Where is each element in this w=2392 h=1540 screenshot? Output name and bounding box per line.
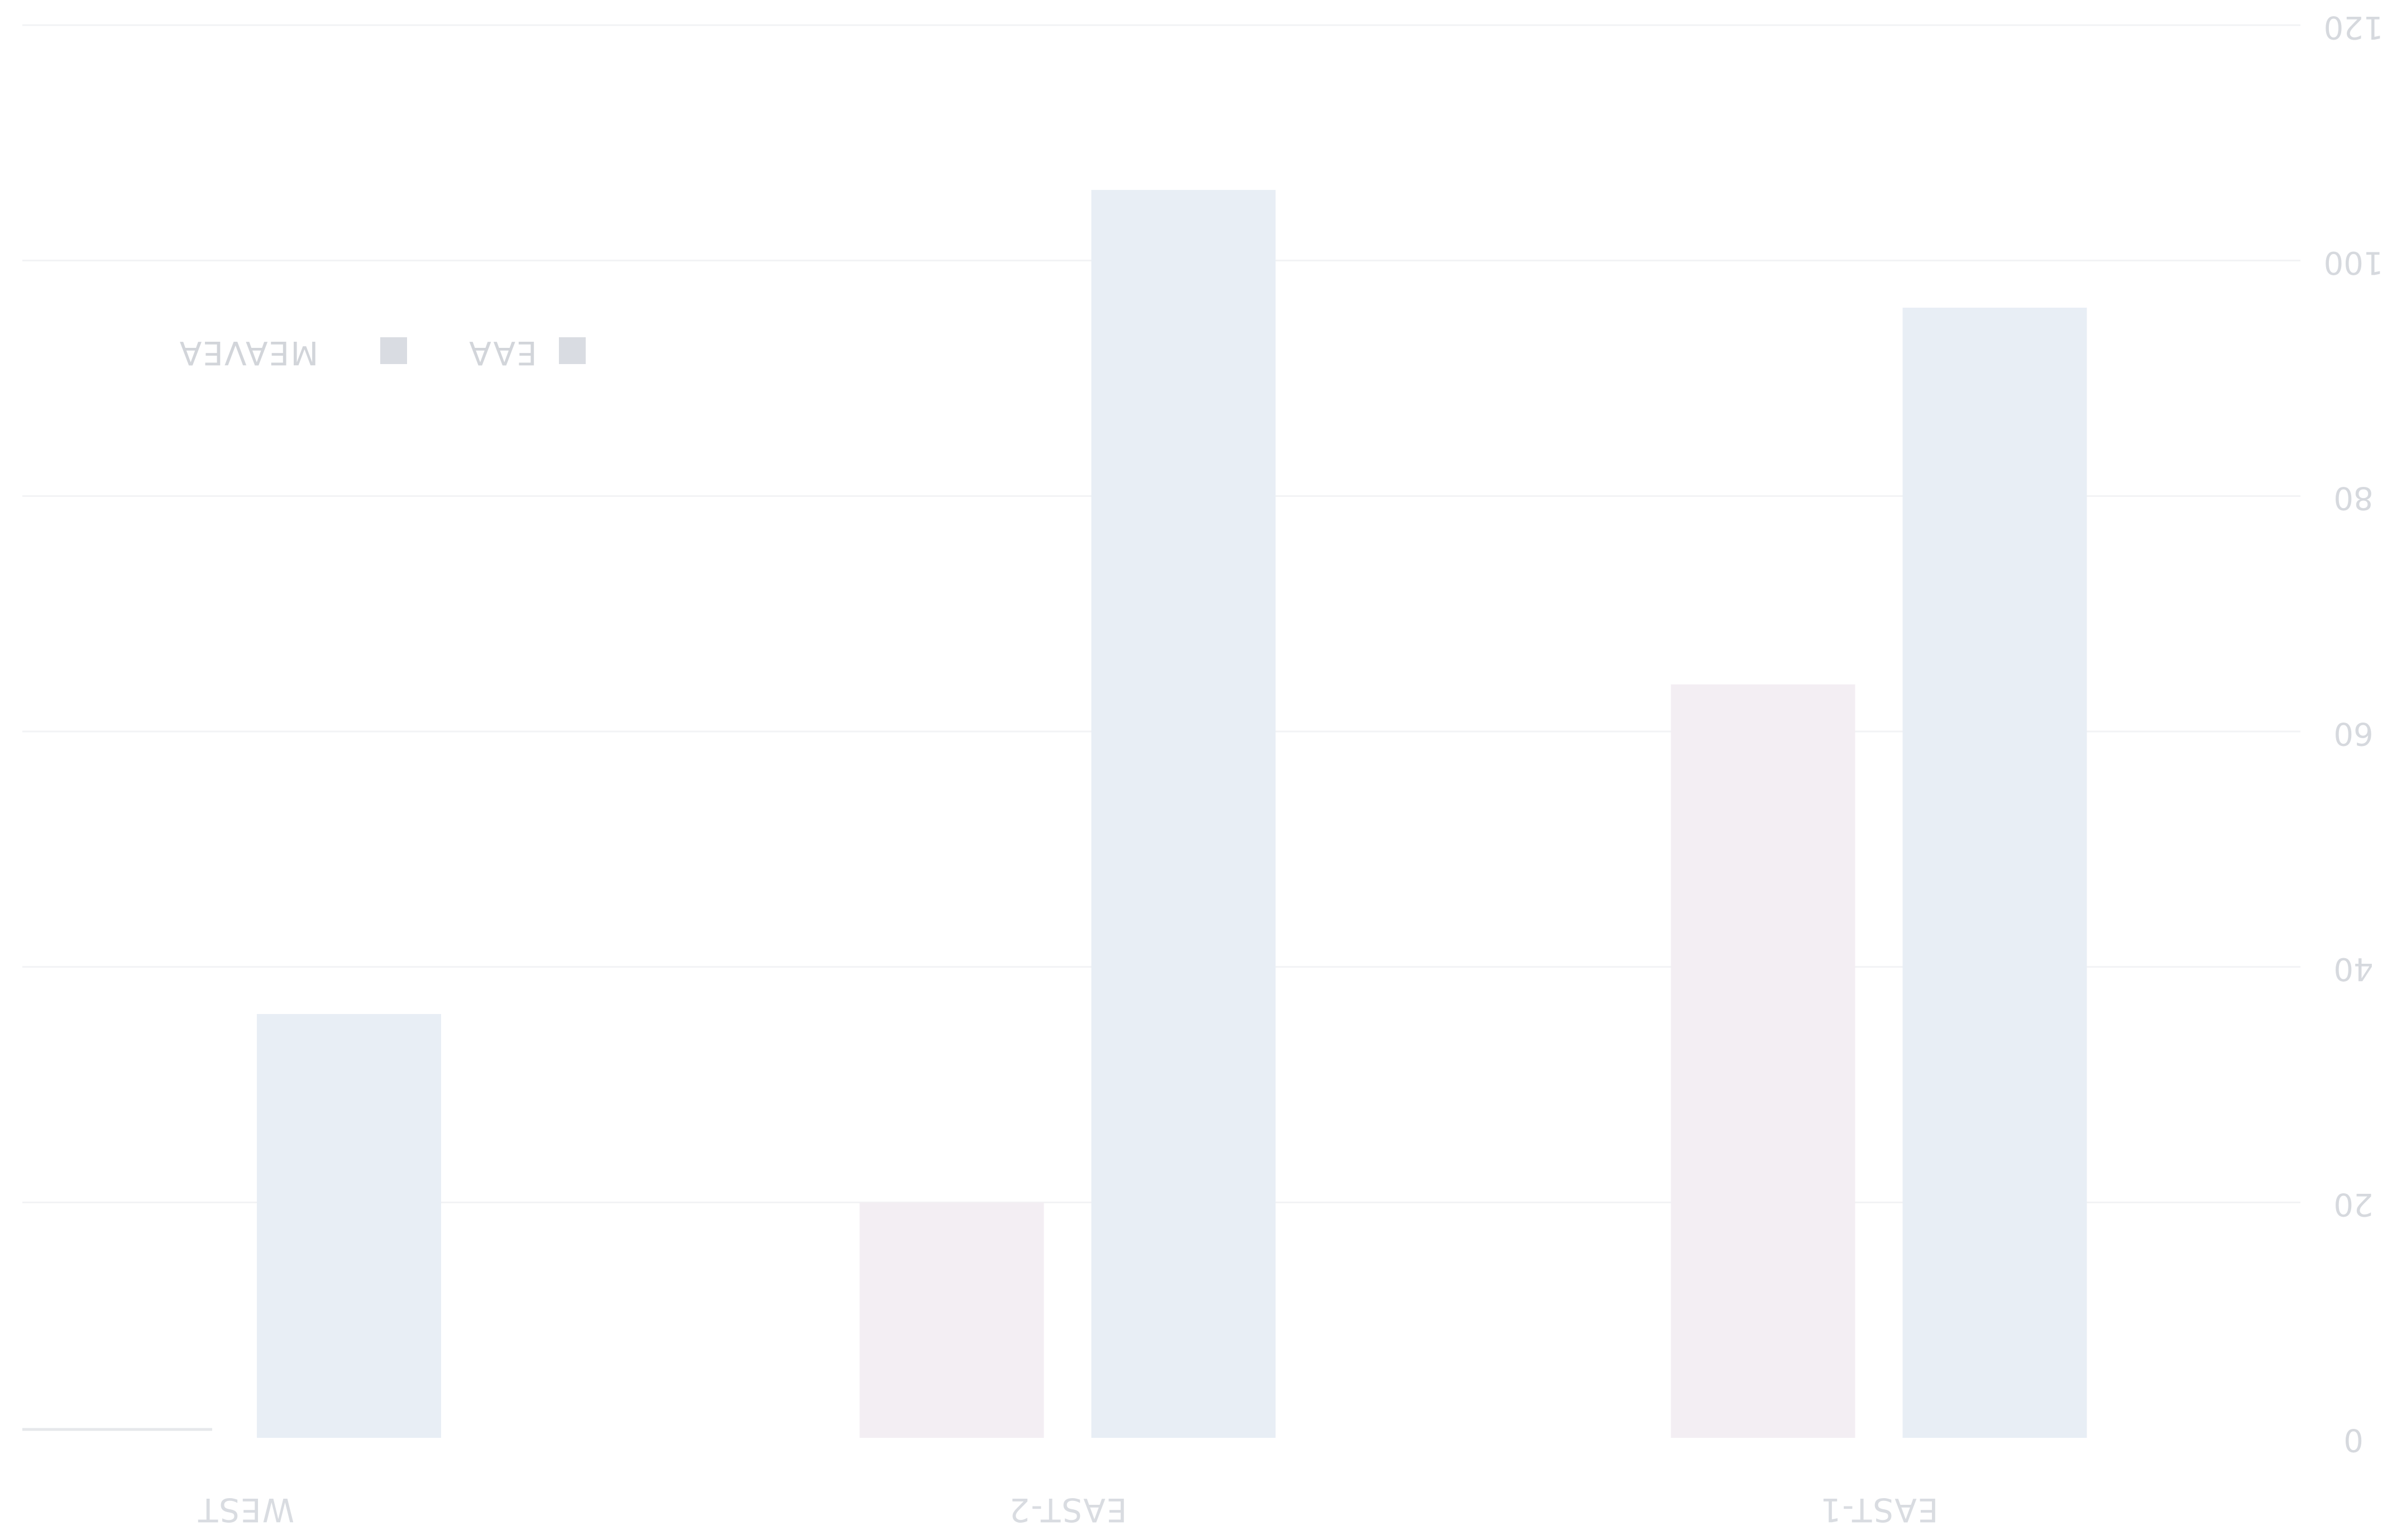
legend-label-eaa: EAA bbox=[468, 334, 537, 372]
legend-swatch-meavea bbox=[380, 337, 407, 364]
y-tick-label: 100 bbox=[2324, 245, 2384, 281]
bars bbox=[257, 190, 2087, 1438]
legend-label-meavea: MEAVEA bbox=[179, 334, 319, 372]
y-tick-label: 80 bbox=[2333, 480, 2373, 516]
y-tick-label: 120 bbox=[2324, 9, 2384, 45]
y-tick-label: 20 bbox=[2333, 1186, 2373, 1222]
bar-eaa-east-2 bbox=[859, 1202, 1044, 1438]
bar-meavea-west bbox=[257, 1014, 441, 1438]
y-tick-label: 40 bbox=[2333, 951, 2373, 987]
x-tick-label: EAST-2 bbox=[1008, 1491, 1127, 1529]
y-tick-label: 60 bbox=[2333, 715, 2373, 752]
y-tick-label: 0 bbox=[2343, 1422, 2364, 1458]
y-axis: 0 20 40 60 80 100 120 bbox=[2324, 9, 2384, 1458]
bar-eaa-east-1 bbox=[1671, 684, 1855, 1438]
x-axis: EAST-1 EAST-2 WEST bbox=[197, 1491, 1939, 1529]
x-tick-label: WEST bbox=[197, 1491, 294, 1529]
legend: EAA MEAVEA bbox=[179, 334, 586, 372]
legend-swatch-eaa bbox=[559, 337, 586, 364]
x-tick-label: EAST-1 bbox=[1819, 1491, 1938, 1529]
bar-meavea-east-2 bbox=[1091, 190, 1276, 1438]
bar-meavea-east-1 bbox=[1902, 308, 2087, 1438]
